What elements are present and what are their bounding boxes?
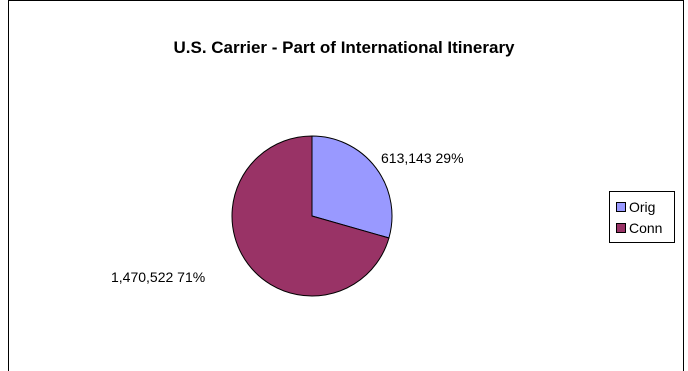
legend-item-orig: Orig (616, 199, 655, 215)
pie-slice-conn (231, 135, 390, 297)
legend-swatch-orig (616, 202, 626, 212)
legend-item-conn: Conn (616, 220, 662, 236)
pie-slice-orig (311, 135, 393, 239)
legend: Orig Conn (609, 191, 675, 243)
chart-title: U.S. Carrier - Part of International Iti… (173, 38, 515, 57)
legend-label-orig: Orig (629, 199, 656, 215)
pie-slices (231, 135, 393, 297)
data-label-conn: 1,470,522 71% (111, 269, 205, 285)
legend-label-conn: Conn (629, 220, 663, 236)
data-label-orig: 613,143 29% (381, 150, 464, 166)
legend-swatch-conn (616, 223, 626, 233)
